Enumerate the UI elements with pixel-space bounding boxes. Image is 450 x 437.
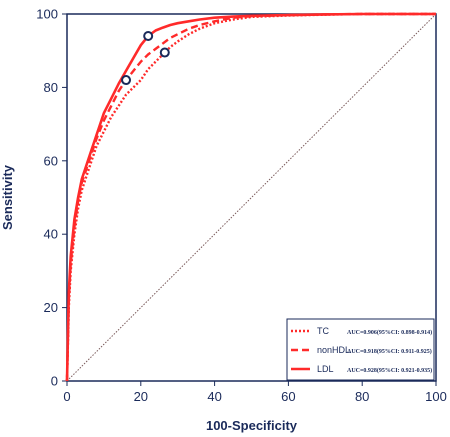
- x-tick-label: 0: [63, 389, 70, 404]
- legend-label-ldl: LDL: [317, 364, 334, 374]
- x-tick-label: 40: [207, 389, 221, 404]
- plot-frame: [66, 13, 437, 382]
- y-axis-ticks: 0 20 40 60 80 100: [36, 7, 67, 389]
- y-tick-label: 80: [44, 80, 58, 95]
- legend-box: [286, 318, 435, 381]
- legend: TC AUC=0.906(95%CI: 0.898-0.914)nonHDLAUC…: [286, 318, 435, 381]
- cutoff-marker: [121, 75, 132, 86]
- cutoff-markers: [121, 31, 170, 86]
- y-tick-label: 40: [44, 227, 58, 242]
- legend-label-tc: TC: [317, 326, 329, 336]
- y-axis-title: Sensitivity: [0, 164, 15, 230]
- y-tick-label: 100: [36, 7, 58, 22]
- x-tick-label: 100: [425, 389, 447, 404]
- x-tick-label: 80: [355, 389, 369, 404]
- legend-auc-tc: AUC=0.906(95%CI: 0.898-0.914): [347, 329, 432, 336]
- legend-auc-nonhdl: AUC=0.918(95%CI: 0.911-0.925): [347, 348, 432, 355]
- legend-auc-ldl: AUC=0.928(95%CI: 0.921-0.935): [347, 367, 432, 374]
- cutoff-marker: [159, 47, 170, 58]
- x-axis-ticks: 0 20 40 60 80 100: [63, 381, 447, 404]
- x-axis-title: 100-Specificity: [206, 418, 298, 433]
- legend-label-nonhdl: nonHDL: [317, 345, 350, 355]
- cutoff-marker: [143, 31, 154, 42]
- roc-line-tc: [65, 12, 436, 382]
- x-tick-label: 60: [281, 389, 295, 404]
- legend-items: TC AUC=0.906(95%CI: 0.898-0.914)nonHDLAUC…: [291, 326, 432, 374]
- y-tick-label: 60: [44, 153, 58, 168]
- x-tick-label: 20: [134, 389, 148, 404]
- y-tick-label: 0: [51, 374, 58, 389]
- y-tick-label: 20: [44, 300, 58, 315]
